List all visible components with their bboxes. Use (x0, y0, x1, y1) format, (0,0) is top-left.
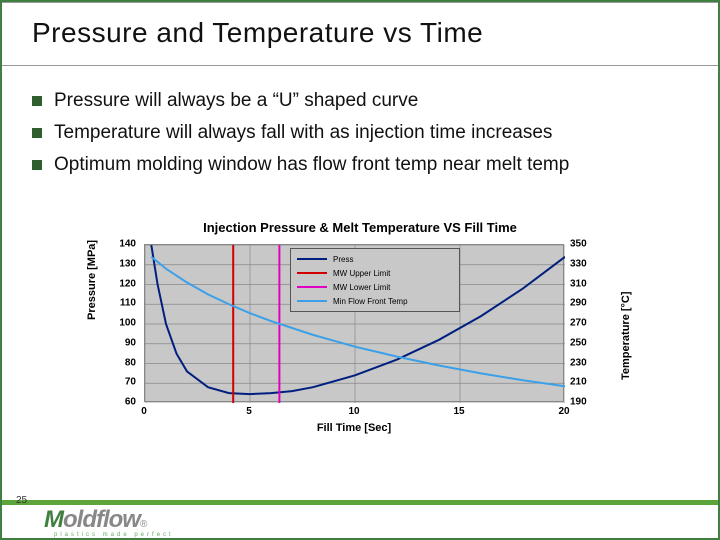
bullet-square-icon (32, 128, 42, 138)
y-right-tick-label: 270 (570, 318, 587, 329)
logo-rest: oldflow (63, 506, 140, 534)
bullet-text: Optimum molding window has flow front te… (54, 154, 569, 176)
footer-accent-bar (2, 500, 718, 505)
y-left-ticks: 60708090100110120130140 (80, 244, 140, 402)
chart-container: Injection Pressure & Melt Temperature VS… (80, 220, 640, 456)
brand-tagline: plastics made perfect (54, 532, 174, 538)
bullet-item: Optimum molding window has flow front te… (32, 154, 698, 176)
y-axis-label-right: Temperature [°C] (620, 291, 632, 380)
x-tick-label: 10 (348, 406, 359, 417)
y-right-ticks: 190210230250270290310330350 (566, 244, 608, 402)
y-left-tick-label: 70 (125, 377, 136, 388)
bullet-list: Pressure will always be a “U” shaped cur… (32, 90, 698, 186)
x-tick-label: 5 (246, 406, 252, 417)
y-right-tick-label: 310 (570, 278, 587, 289)
bullet-square-icon (32, 160, 42, 170)
y-right-tick-label: 290 (570, 298, 587, 309)
y-left-tick-label: 140 (119, 239, 136, 250)
legend-swatch-icon (297, 286, 327, 288)
bullet-item: Temperature will always fall with as inj… (32, 122, 698, 144)
legend-item: MW Lower Limit (297, 280, 453, 294)
chart-legend: Press MW Upper Limit MW Lower Limit Min Flo… (290, 248, 460, 312)
chart-title: Injection Pressure & Melt Temperature VS… (80, 220, 640, 235)
legend-item: MW Upper Limit (297, 266, 453, 280)
y-right-tick-label: 190 (570, 397, 587, 408)
legend-item: Min Flow Front Temp (297, 294, 453, 308)
slide-footer: 25 Moldflow® plastics made perfect (2, 490, 718, 538)
y-right-tick-label: 250 (570, 337, 587, 348)
legend-swatch-icon (297, 300, 327, 302)
legend-label: Press (333, 255, 353, 264)
x-axis-label: Fill Time [Sec] (144, 422, 564, 434)
y-right-tick-label: 210 (570, 377, 587, 388)
x-ticks: 05101520 (144, 406, 564, 422)
y-left-tick-label: 130 (119, 258, 136, 269)
bullet-text: Pressure will always be a “U” shaped cur… (54, 90, 418, 112)
bullet-square-icon (32, 96, 42, 106)
x-tick-label: 15 (453, 406, 464, 417)
y-left-tick-label: 60 (125, 397, 136, 408)
legend-item: Press (297, 252, 453, 266)
legend-label: Min Flow Front Temp (333, 297, 408, 306)
y-left-tick-label: 80 (125, 357, 136, 368)
legend-label: MW Upper Limit (333, 269, 390, 278)
y-left-tick-label: 110 (120, 298, 136, 309)
brand-logo: Moldflow® (44, 506, 147, 534)
legend-label: MW Lower Limit (333, 283, 390, 292)
legend-swatch-icon (297, 258, 327, 260)
y-left-tick-label: 120 (119, 278, 136, 289)
y-left-tick-label: 90 (125, 337, 136, 348)
legend-swatch-icon (297, 272, 327, 274)
logo-accent-letter: M (44, 506, 63, 534)
bullet-item: Pressure will always be a “U” shaped cur… (32, 90, 698, 112)
title-band: Pressure and Temperature vs Time (2, 2, 718, 66)
logo-registered-icon: ® (140, 519, 147, 530)
bullet-text: Temperature will always fall with as inj… (54, 122, 552, 144)
y-right-tick-label: 230 (570, 357, 587, 368)
x-tick-label: 20 (558, 406, 569, 417)
slide-frame: Pressure and Temperature vs Time Pressur… (0, 0, 720, 540)
slide-title: Pressure and Temperature vs Time (32, 17, 710, 49)
y-left-tick-label: 100 (119, 318, 136, 329)
page-number: 25 (16, 495, 27, 506)
y-right-tick-label: 350 (570, 239, 587, 250)
x-tick-label: 0 (141, 406, 147, 417)
y-right-tick-label: 330 (570, 258, 587, 269)
